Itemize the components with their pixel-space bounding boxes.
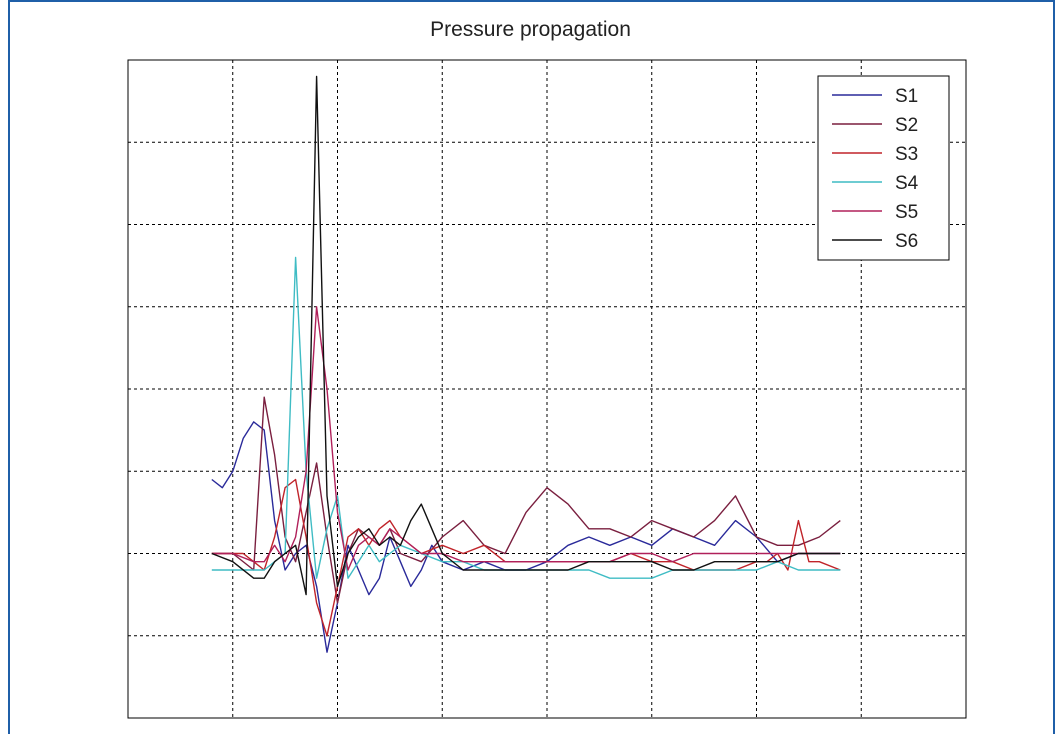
legend-label-s5: S5	[895, 202, 918, 223]
plot-area-border	[127, 59, 967, 719]
legend-label-s1: S1	[895, 86, 918, 107]
legend-label-s6: S6	[895, 231, 918, 252]
chart-title: Pressure propagation	[430, 18, 631, 41]
legend-box	[817, 75, 950, 261]
legend-label-s3: S3	[895, 144, 918, 165]
figure-frame	[8, 0, 1055, 734]
series-line-s6	[211, 75, 841, 596]
legend-label-s4: S4	[895, 173, 919, 194]
legend-label-s2: S2	[895, 115, 918, 136]
series-line-s3	[211, 478, 841, 637]
series-line-s1	[211, 421, 841, 653]
series-layer	[211, 75, 841, 653]
legend: S1 S2 S3 S4 S5 S6	[817, 75, 950, 261]
series-line-s5	[211, 306, 841, 571]
series-line-s4	[211, 256, 841, 579]
